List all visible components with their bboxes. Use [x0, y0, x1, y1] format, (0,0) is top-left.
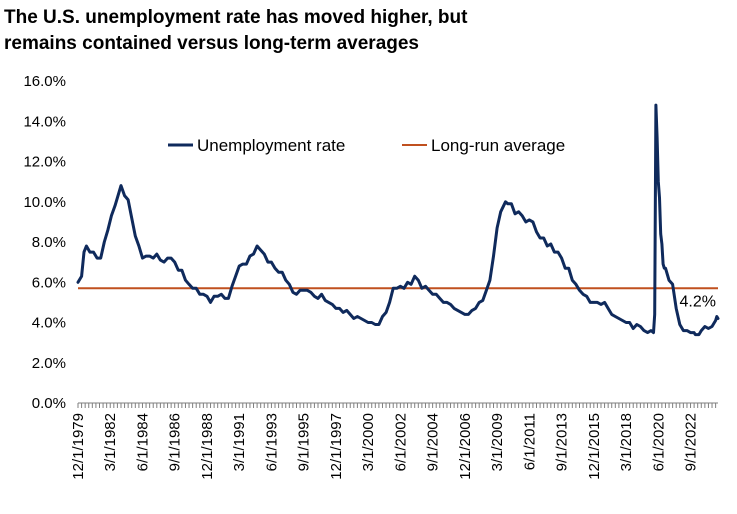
y-tick-label: 6.0%	[32, 274, 66, 291]
x-tick-label: 3/1/1982	[102, 413, 119, 471]
x-tick-label: 12/1/2015	[586, 413, 603, 480]
x-tick-label: 6/1/1993	[263, 413, 280, 471]
x-tick-label: 9/1/2022	[683, 413, 700, 471]
x-tick-label: 9/1/2013	[554, 413, 571, 471]
legend-label-long-run-average: Long-run average	[431, 136, 565, 155]
x-tick-label: 9/1/1995	[296, 413, 313, 471]
x-tick-label: 12/1/1979	[70, 413, 87, 480]
y-tick-label: 10.0%	[23, 194, 66, 211]
chart-title-line-2: remains contained versus long-term avera…	[4, 33, 419, 54]
y-tick-label: 0.0%	[32, 395, 66, 412]
y-tick-label: 16.0%	[23, 73, 66, 90]
y-tick-label: 14.0%	[23, 113, 66, 130]
x-tick-label: 9/1/1986	[167, 413, 184, 471]
chart-title-line-1: The U.S. unemployment rate has moved hig…	[4, 7, 468, 28]
chart-title: The U.S. unemployment rate has moved hig…	[4, 5, 704, 57]
x-tick-label: 12/1/2006	[457, 413, 474, 480]
x-tick-label: 9/1/2004	[425, 413, 442, 471]
x-tick-label: 12/1/1988	[199, 413, 216, 480]
x-tick-label: 3/1/2009	[489, 413, 506, 471]
x-tick-label: 6/1/2020	[650, 413, 667, 471]
x-tick-label: 3/1/1991	[231, 413, 248, 471]
y-tick-label: 8.0%	[32, 234, 66, 251]
legend-label-unemployment: Unemployment rate	[197, 136, 345, 155]
x-tick-label: 6/1/2002	[392, 413, 409, 471]
x-tick-label: 12/1/1997	[328, 413, 345, 480]
x-tick-label: 3/1/2018	[618, 413, 635, 471]
end-value-label: 4.2%	[680, 293, 716, 310]
unemployment-rate-line	[76, 103, 720, 337]
y-tick-label: 2.0%	[32, 355, 66, 372]
y-tick-label: 4.0%	[32, 315, 66, 332]
x-tick-label: 6/1/2011	[521, 413, 538, 470]
x-tick-label: 6/1/1984	[134, 413, 151, 471]
x-tick-label: 3/1/2000	[360, 413, 377, 471]
y-tick-label: 12.0%	[23, 154, 66, 171]
